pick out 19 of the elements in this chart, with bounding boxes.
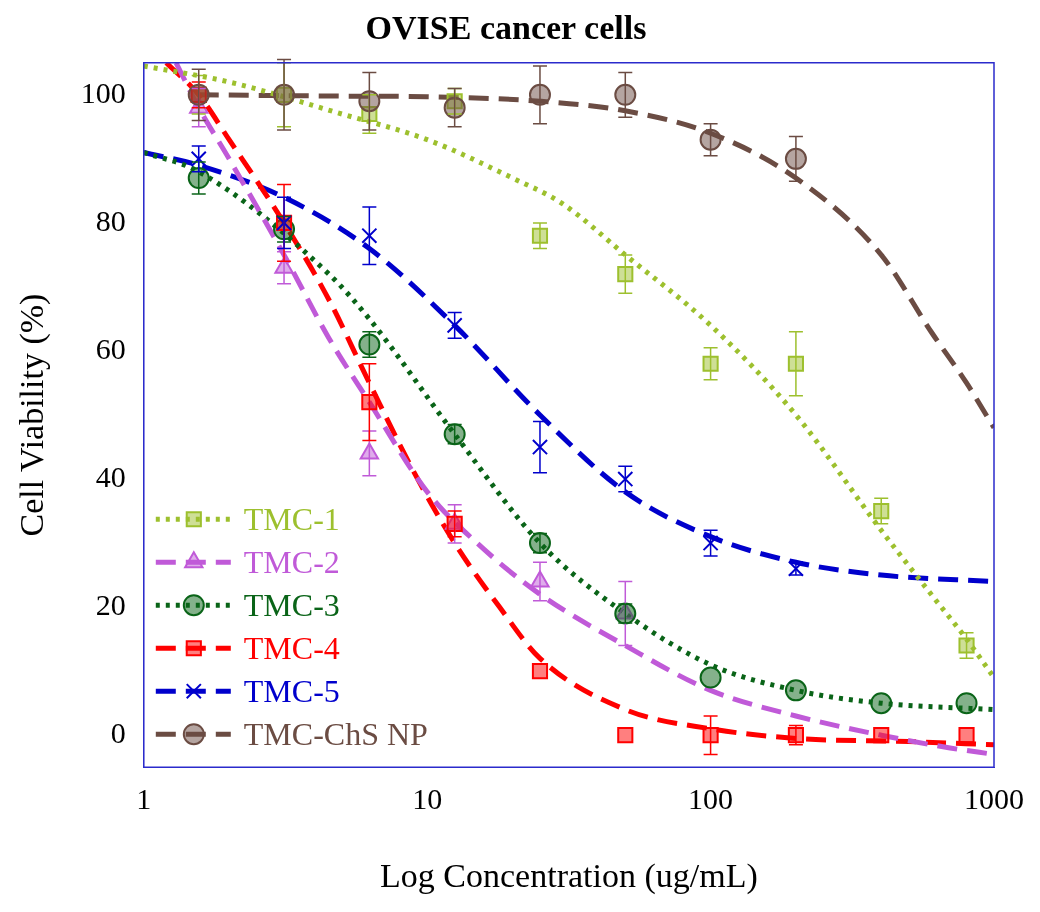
x-tick-label: 1000 <box>964 782 1024 816</box>
y-tick-label: 40 <box>95 459 126 493</box>
y-tick-label: 0 <box>110 716 126 750</box>
y-axis-title: Cell Viability (%) <box>13 293 52 537</box>
legend-label: TMC-5 <box>243 672 340 709</box>
x-tick-label: 1 <box>136 782 152 816</box>
chart-title: OVISE cancer cells <box>365 9 647 47</box>
y-tick-label: 100 <box>80 75 126 109</box>
y-tick-label: 20 <box>95 587 126 621</box>
x-axis-title: Log Concentration (ug/mL) <box>380 856 758 895</box>
x-tick-label: 10 <box>412 782 443 816</box>
y-tick-label: 60 <box>95 331 126 365</box>
legend-label: TMC-ChS NP <box>243 715 428 752</box>
legend-label: TMC-4 <box>243 629 340 666</box>
legend-label: TMC-3 <box>243 586 340 623</box>
legend-label: TMC-2 <box>243 543 340 580</box>
legend-label: TMC-1 <box>243 500 340 537</box>
y-tick-label: 80 <box>95 203 126 237</box>
x-tick-label: 100 <box>688 782 734 816</box>
